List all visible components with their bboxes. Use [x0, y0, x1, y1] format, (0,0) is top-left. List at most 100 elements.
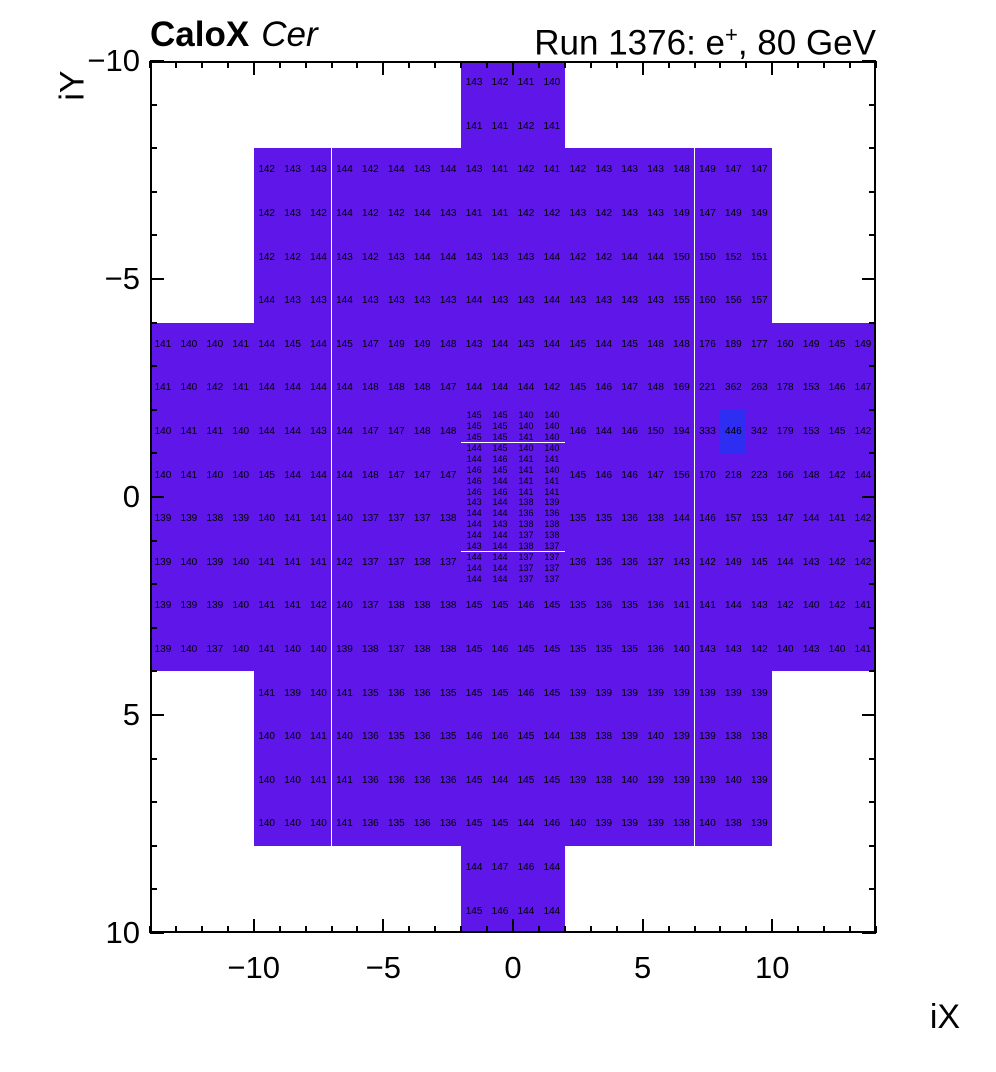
heatmap-cell: 140: [279, 627, 306, 672]
axis-tick: [460, 61, 463, 68]
heatmap-cell: 142: [772, 584, 799, 628]
heatmap-cell: 144: [461, 442, 488, 454]
heatmap-cell: 141: [850, 627, 876, 672]
heatmap-cell: 136: [357, 802, 384, 846]
heatmap-cell: 145: [538, 627, 565, 672]
axis-tick: [797, 926, 800, 933]
heatmap-cell: 139: [590, 802, 617, 846]
heatmap-cell: 140: [564, 802, 591, 846]
heatmap-cell: 141: [487, 148, 513, 192]
heatmap-cell: 145: [331, 322, 358, 367]
heatmap-cell: 144: [487, 475, 513, 487]
heatmap-cell: 138: [409, 627, 436, 672]
heatmap-cell: 137: [538, 551, 565, 563]
y-tick-label: −5: [104, 261, 140, 296]
heatmap-cell: 138: [720, 715, 747, 759]
heatmap-cell: 142: [513, 104, 539, 149]
heatmap-cell: 141: [253, 627, 280, 672]
heatmap-cell: 141: [253, 584, 280, 628]
axis-tick: [537, 61, 540, 68]
heatmap-cell: 141: [513, 61, 539, 105]
heatmap-cell: 141: [201, 409, 228, 454]
heatmap-cell: 138: [564, 715, 591, 759]
heatmap-cell: 141: [850, 584, 876, 628]
heatmap-cell: 139: [175, 497, 202, 541]
heatmap-cell: 146: [513, 671, 539, 715]
heatmap-cell: 140: [227, 540, 254, 585]
heatmap-cell: 136: [616, 497, 643, 541]
heatmap-cell: 145: [538, 758, 565, 803]
heatmap-cell: 140: [538, 464, 565, 476]
axis-tick: [869, 408, 876, 411]
x-tick-label: −5: [365, 950, 402, 985]
heatmap-cell: 135: [357, 671, 384, 715]
heatmap-cell: 136: [409, 758, 436, 803]
heatmap-cell: 138: [409, 584, 436, 628]
heatmap-cell: 146: [538, 802, 565, 846]
axis-tick: [862, 714, 876, 716]
axis-tick: [615, 61, 618, 68]
heatmap-cell: 146: [487, 486, 513, 497]
heatmap-cell: 143: [279, 191, 306, 236]
heatmap-cell: 138: [201, 497, 228, 541]
heatmap-cell: 140: [253, 758, 280, 803]
heatmap-cell: 138: [720, 802, 747, 846]
axis-tick: [869, 365, 876, 368]
heatmap-cell: 140: [538, 61, 565, 105]
heatmap-cell: 138: [513, 518, 539, 530]
heatmap-cell: 139: [694, 758, 721, 803]
heatmap-cell: 144: [305, 322, 332, 367]
heatmap-cell: 137: [513, 529, 539, 541]
heatmap-cell: 142: [279, 235, 306, 279]
heatmap-cell: 144: [383, 148, 410, 192]
heatmap-cell: 139: [201, 584, 228, 628]
axis-tick: [862, 932, 876, 934]
heatmap-cell: 144: [253, 409, 280, 454]
heatmap-cell: 147: [772, 497, 799, 541]
heatmap-cell: 153: [746, 497, 773, 541]
heatmap-cell: 157: [746, 279, 773, 323]
heatmap-cell: 137: [513, 573, 539, 585]
heatmap-cell: 144: [590, 322, 617, 367]
heatmap-cell: 144: [461, 845, 488, 890]
axis-tick: [869, 190, 876, 193]
heatmap-cell: 142: [824, 453, 851, 497]
heatmap-cell: 144: [461, 279, 488, 323]
heatmap-cell: 194: [668, 409, 695, 454]
heatmap-cell: 146: [824, 366, 851, 410]
heatmap-cell: 143: [409, 148, 436, 192]
heatmap-cell: 141: [538, 475, 565, 487]
heatmap-cell: 142: [331, 540, 358, 585]
axis-tick: [486, 926, 489, 933]
heatmap-cell: 141: [487, 191, 513, 236]
heatmap-cell: 146: [487, 627, 513, 672]
axis-tick: [797, 61, 800, 68]
heatmap-cell: 144: [798, 497, 825, 541]
heatmap-cell: 145: [461, 758, 488, 803]
heatmap-cell: 139: [150, 497, 176, 541]
heatmap-cell: 179: [772, 409, 799, 454]
heatmap-cell: 142: [253, 191, 280, 236]
heatmap-cell: 140: [201, 453, 228, 497]
heatmap-cell: 145: [538, 671, 565, 715]
axis-tick: [356, 926, 359, 933]
heatmap-cell: 148: [435, 409, 462, 454]
heatmap-cell: 138: [435, 497, 462, 541]
heatmap-cell: 143: [409, 279, 436, 323]
heatmap-cell: 144: [487, 562, 513, 574]
heatmap-cell: 138: [435, 584, 462, 628]
heatmap-cell: 144: [487, 322, 513, 367]
heatmap-cell: 145: [487, 584, 513, 628]
heatmap-cell: 144: [513, 802, 539, 846]
heatmap-cell: 189: [720, 322, 747, 367]
heatmap-cell: 146: [590, 366, 617, 410]
axis-tick: [862, 278, 876, 280]
axis-tick: [869, 888, 876, 891]
heatmap-cell: 141: [513, 453, 539, 465]
heatmap-cell: 155: [668, 279, 695, 323]
heatmap-cell: 142: [357, 148, 384, 192]
heatmap-cell: 145: [461, 431, 488, 443]
heatmap-cell: 138: [357, 627, 384, 672]
heatmap-cell: 137: [383, 540, 410, 585]
